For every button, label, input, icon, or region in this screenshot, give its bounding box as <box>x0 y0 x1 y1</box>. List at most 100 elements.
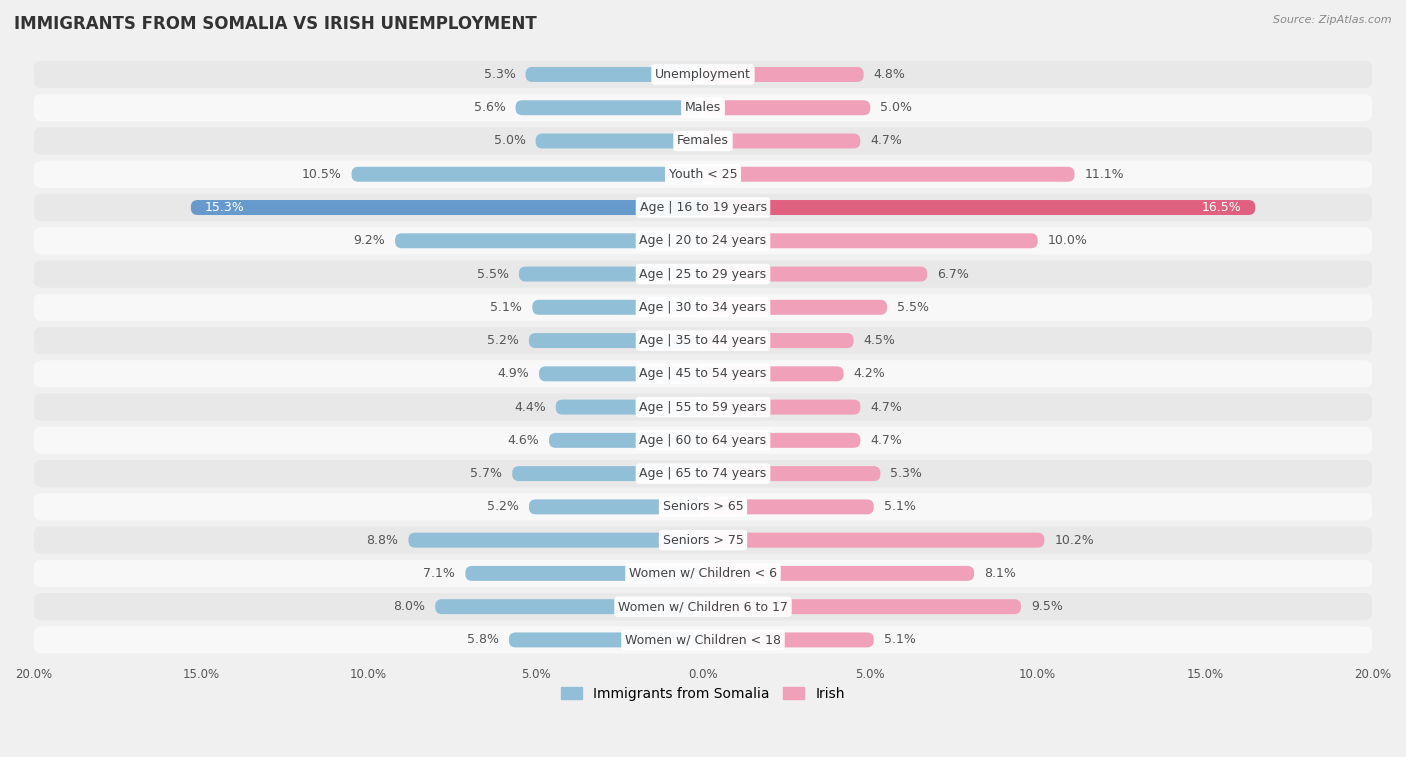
FancyBboxPatch shape <box>555 400 703 415</box>
Text: 8.8%: 8.8% <box>367 534 398 547</box>
Text: 5.1%: 5.1% <box>884 634 915 646</box>
FancyBboxPatch shape <box>703 233 1038 248</box>
Text: 5.8%: 5.8% <box>467 634 499 646</box>
FancyBboxPatch shape <box>34 626 1372 653</box>
FancyBboxPatch shape <box>34 559 1372 587</box>
Text: Youth < 25: Youth < 25 <box>669 168 737 181</box>
FancyBboxPatch shape <box>34 227 1372 254</box>
FancyBboxPatch shape <box>34 427 1372 454</box>
FancyBboxPatch shape <box>519 266 703 282</box>
Text: 5.3%: 5.3% <box>890 467 922 480</box>
FancyBboxPatch shape <box>34 94 1372 121</box>
FancyBboxPatch shape <box>703 600 1021 614</box>
Text: 4.5%: 4.5% <box>863 334 896 347</box>
FancyBboxPatch shape <box>703 466 880 481</box>
Text: 6.7%: 6.7% <box>938 267 969 281</box>
FancyBboxPatch shape <box>529 333 703 348</box>
FancyBboxPatch shape <box>703 500 873 514</box>
Text: Age | 45 to 54 years: Age | 45 to 54 years <box>640 367 766 380</box>
Text: 16.5%: 16.5% <box>1202 201 1241 214</box>
Text: 5.0%: 5.0% <box>494 135 526 148</box>
Text: 4.2%: 4.2% <box>853 367 886 380</box>
FancyBboxPatch shape <box>703 566 974 581</box>
Text: Age | 16 to 19 years: Age | 16 to 19 years <box>640 201 766 214</box>
Text: Age | 35 to 44 years: Age | 35 to 44 years <box>640 334 766 347</box>
FancyBboxPatch shape <box>703 400 860 415</box>
FancyBboxPatch shape <box>34 294 1372 321</box>
FancyBboxPatch shape <box>34 61 1372 88</box>
Text: Age | 55 to 59 years: Age | 55 to 59 years <box>640 400 766 413</box>
FancyBboxPatch shape <box>34 160 1372 188</box>
Text: Source: ZipAtlas.com: Source: ZipAtlas.com <box>1274 15 1392 25</box>
Text: 10.5%: 10.5% <box>302 168 342 181</box>
FancyBboxPatch shape <box>34 460 1372 488</box>
Text: 15.3%: 15.3% <box>204 201 245 214</box>
Text: 5.6%: 5.6% <box>474 101 506 114</box>
FancyBboxPatch shape <box>34 494 1372 521</box>
FancyBboxPatch shape <box>409 533 703 547</box>
Legend: Immigrants from Somalia, Irish: Immigrants from Somalia, Irish <box>555 681 851 706</box>
FancyBboxPatch shape <box>536 133 703 148</box>
Text: 11.1%: 11.1% <box>1084 168 1125 181</box>
FancyBboxPatch shape <box>34 327 1372 354</box>
FancyBboxPatch shape <box>529 500 703 514</box>
Text: 8.1%: 8.1% <box>984 567 1017 580</box>
FancyBboxPatch shape <box>509 632 703 647</box>
Text: 9.5%: 9.5% <box>1031 600 1063 613</box>
FancyBboxPatch shape <box>703 200 1256 215</box>
FancyBboxPatch shape <box>34 360 1372 388</box>
Text: Males: Males <box>685 101 721 114</box>
FancyBboxPatch shape <box>703 133 860 148</box>
FancyBboxPatch shape <box>703 100 870 115</box>
Text: Age | 30 to 34 years: Age | 30 to 34 years <box>640 301 766 314</box>
Text: Seniors > 75: Seniors > 75 <box>662 534 744 547</box>
Text: 10.0%: 10.0% <box>1047 234 1088 248</box>
Text: Women w/ Children < 18: Women w/ Children < 18 <box>626 634 780 646</box>
FancyBboxPatch shape <box>538 366 703 382</box>
Text: Age | 65 to 74 years: Age | 65 to 74 years <box>640 467 766 480</box>
Text: 10.2%: 10.2% <box>1054 534 1094 547</box>
Text: Seniors > 65: Seniors > 65 <box>662 500 744 513</box>
FancyBboxPatch shape <box>516 100 703 115</box>
Text: 5.3%: 5.3% <box>484 68 516 81</box>
Text: Age | 25 to 29 years: Age | 25 to 29 years <box>640 267 766 281</box>
Text: 5.1%: 5.1% <box>491 301 522 314</box>
FancyBboxPatch shape <box>191 200 703 215</box>
FancyBboxPatch shape <box>34 593 1372 620</box>
FancyBboxPatch shape <box>436 600 703 614</box>
FancyBboxPatch shape <box>703 366 844 382</box>
FancyBboxPatch shape <box>703 266 928 282</box>
Text: 5.7%: 5.7% <box>470 467 502 480</box>
FancyBboxPatch shape <box>703 533 1045 547</box>
FancyBboxPatch shape <box>34 194 1372 221</box>
FancyBboxPatch shape <box>533 300 703 315</box>
FancyBboxPatch shape <box>548 433 703 448</box>
FancyBboxPatch shape <box>34 260 1372 288</box>
Text: Age | 20 to 24 years: Age | 20 to 24 years <box>640 234 766 248</box>
FancyBboxPatch shape <box>526 67 703 82</box>
Text: 4.7%: 4.7% <box>870 434 903 447</box>
Text: Age | 60 to 64 years: Age | 60 to 64 years <box>640 434 766 447</box>
Text: 4.6%: 4.6% <box>508 434 538 447</box>
Text: 5.0%: 5.0% <box>880 101 912 114</box>
Text: 5.1%: 5.1% <box>884 500 915 513</box>
Text: Women w/ Children < 6: Women w/ Children < 6 <box>628 567 778 580</box>
FancyBboxPatch shape <box>34 394 1372 421</box>
Text: 4.9%: 4.9% <box>498 367 529 380</box>
Text: 4.7%: 4.7% <box>870 400 903 413</box>
Text: Females: Females <box>678 135 728 148</box>
Text: 4.8%: 4.8% <box>873 68 905 81</box>
FancyBboxPatch shape <box>703 300 887 315</box>
Text: 8.0%: 8.0% <box>394 600 425 613</box>
FancyBboxPatch shape <box>34 127 1372 154</box>
Text: Unemployment: Unemployment <box>655 68 751 81</box>
FancyBboxPatch shape <box>352 167 703 182</box>
FancyBboxPatch shape <box>703 632 873 647</box>
FancyBboxPatch shape <box>512 466 703 481</box>
Text: 5.5%: 5.5% <box>477 267 509 281</box>
Text: 7.1%: 7.1% <box>423 567 456 580</box>
Text: 9.2%: 9.2% <box>353 234 385 248</box>
Text: 5.2%: 5.2% <box>486 334 519 347</box>
FancyBboxPatch shape <box>703 333 853 348</box>
FancyBboxPatch shape <box>703 433 860 448</box>
